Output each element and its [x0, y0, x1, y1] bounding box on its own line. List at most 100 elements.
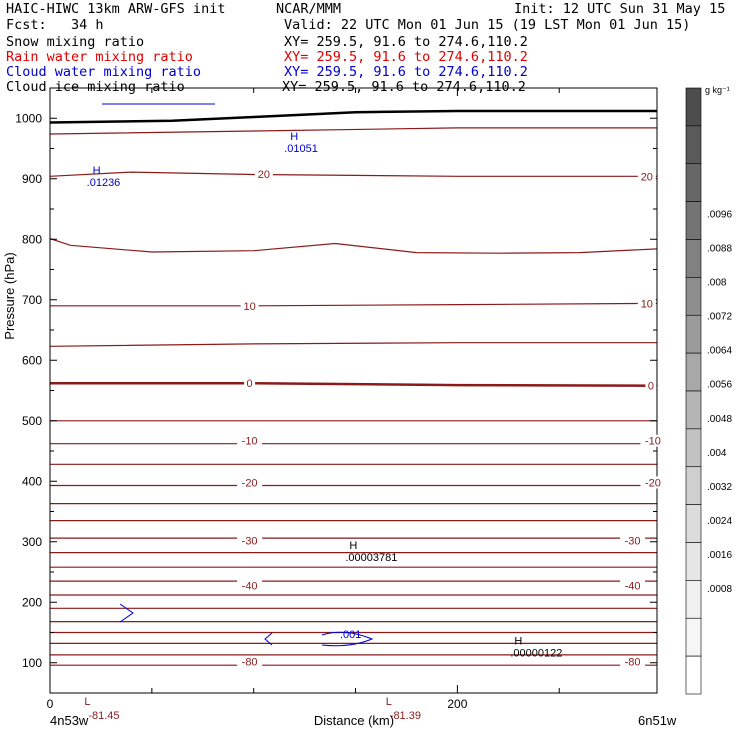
field-xy-rain: XY= 259.5, 91.6 to 274.6,110.2	[284, 49, 528, 65]
contour-label-8: -10	[242, 436, 258, 448]
contour-label-bg-13	[637, 297, 656, 310]
colorbar-swatch-15	[685, 655, 702, 695]
x-tick-label-1: 200	[447, 697, 467, 711]
field-xy-cloud-water: XY= 259.5, 91.6 to 274.6,110.2	[284, 64, 528, 80]
model-title: HAIC-HIWC 13km ARW-GFS init	[6, 1, 226, 17]
contour-label-bg-11	[645, 379, 657, 392]
colorbar-swatch-2	[685, 163, 702, 202]
contour-label-12: 10	[243, 301, 255, 313]
contour-label-11: 0	[648, 381, 654, 393]
contour-label-2: -40	[242, 580, 258, 592]
temperature-contour-22	[50, 127, 657, 135]
colorbar-swatch-10	[685, 466, 702, 505]
colorbar-label-10: .0016	[707, 550, 732, 561]
colorbar-swatch-12	[685, 542, 702, 581]
contour-label-bg-2	[237, 579, 263, 592]
colorbar-swatch-0	[685, 87, 702, 127]
left-location: 4n53w	[50, 713, 89, 728]
colorbar-swatch-9	[685, 428, 702, 468]
colorbar-label-1: .0088	[707, 243, 732, 254]
field-xy-cloud-ice: XY= 259.5, 91.6 to 274.6,110.2	[282, 79, 526, 95]
snow-max-mark-0: H	[514, 636, 522, 648]
field-name-rain: Rain water mixing ratio	[6, 49, 193, 65]
temp-min-value-0: -81.45	[88, 710, 119, 722]
plot-frame	[49, 87, 658, 694]
right-location: 6n51w	[638, 713, 677, 728]
cloud-water-max-mark-1: H	[290, 131, 298, 143]
contour-label-bg-0	[237, 655, 263, 668]
contour-label-bg-1	[620, 655, 646, 668]
contour-layer	[50, 109, 657, 666]
temperature-contour-21	[50, 171, 657, 177]
contour-label-bg-10	[244, 377, 256, 390]
colorbar-swatch-13	[685, 580, 702, 619]
colorbar-swatch-6	[685, 314, 702, 354]
cloud-water-max-mark-0: H	[93, 165, 101, 177]
contour-label-bg-12	[240, 299, 259, 312]
temp-min-mark-0: L	[84, 696, 90, 708]
contour-label-bg-14	[254, 167, 273, 180]
terrain-line	[50, 109, 657, 124]
contour-label-bg-4	[237, 534, 263, 547]
cloud-water-contour-a	[119, 603, 134, 623]
temperature-contour-18	[50, 342, 657, 347]
y-tick-label-0: 100	[22, 656, 42, 670]
y-tick-label-8: 900	[22, 172, 42, 186]
snow-max-value-1: .00003781	[345, 552, 397, 564]
colorbar-label-2: .008	[707, 277, 727, 288]
contour-label-13: 10	[641, 298, 653, 310]
temperature-contour-19	[50, 302, 657, 307]
temperature-contour-17	[50, 381, 657, 387]
snow-max-value-0: .00000122	[510, 648, 562, 660]
init-time: Init: 12 UTC Sun 31 May 15	[514, 1, 726, 17]
forecast-hour: Fcst: 34 h	[6, 17, 104, 33]
valid-time: Valid: 22 UTC Mon 01 Jun 15 (19 LST Mon …	[284, 17, 691, 33]
cloud-water-max-value-0: .01236	[87, 177, 121, 189]
annotation-layer: -80 -80 -40 -40 -30 -30 -20 -20 -10 -10 0 0 10 10 20 20…	[84, 103, 666, 722]
colorbar-swatch-1	[685, 125, 702, 165]
colorbar-swatch-5	[685, 277, 702, 316]
contour-label-9: -10	[645, 436, 661, 448]
y-tick-label-9: 1000	[15, 111, 42, 125]
field-name-cloud-ice: Cloud ice mixing ratio	[6, 79, 185, 95]
contour-label-bg-6	[237, 476, 263, 489]
temp-min-mark-1: L	[386, 696, 392, 708]
y-tick-label-4: 500	[22, 414, 42, 428]
field-xy-snow: XY= 259.5, 91.6 to 274.6,110.2	[284, 34, 528, 50]
contour-label-7: -20	[645, 477, 661, 489]
colorbar-swatch-11	[685, 504, 702, 543]
colorbar: .0096 .0088 .008 .0072 .0064 .0056 .0048 .004 .0…	[685, 85, 732, 695]
colorbar-label-6: .0048	[707, 414, 732, 425]
colorbar-label-9: .0024	[707, 516, 732, 527]
colorbar-label-11: .0008	[707, 584, 732, 595]
contour-label-1: -80	[625, 657, 641, 669]
colorbar-swatch-3	[685, 201, 702, 240]
contour-label-0: -80	[242, 657, 258, 669]
contour-label-bg-9	[640, 434, 666, 447]
field-name-snow: Snow mixing ratio	[6, 34, 145, 50]
colorbar-label-3: .0072	[707, 312, 732, 323]
contour-label-bg-8	[237, 434, 263, 447]
contour-label-14: 20	[258, 169, 270, 181]
colorbar-swatch-8	[685, 390, 702, 430]
colorbar-label-5: .0056	[707, 380, 732, 391]
cloud-water-max-value-1: .01051	[284, 143, 318, 155]
field-name-cloud-water: Cloud water mixing ratio	[6, 64, 202, 80]
colorbar-swatch-14	[685, 617, 702, 657]
y-tick-label-5: 600	[22, 353, 42, 367]
y-tick-label-1: 200	[22, 595, 42, 609]
y-tick-label-3: 400	[22, 474, 42, 488]
colorbar-label-7: .004	[707, 448, 727, 459]
org-label: NCAR/MMM	[276, 1, 342, 17]
colorbar-unit: g kg⁻¹	[705, 85, 730, 95]
contour-label-bg-15	[637, 170, 656, 183]
colorbar-label-0: .0096	[707, 209, 732, 220]
cloud-water-contour-c	[321, 631, 374, 647]
contour-label-4: -30	[242, 536, 258, 548]
x-axis-label: Distance (km)	[314, 713, 394, 728]
contour-label-10: 0	[247, 378, 253, 390]
colorbar-swatch-7	[685, 352, 702, 392]
contour-label-bg-5	[620, 534, 646, 547]
